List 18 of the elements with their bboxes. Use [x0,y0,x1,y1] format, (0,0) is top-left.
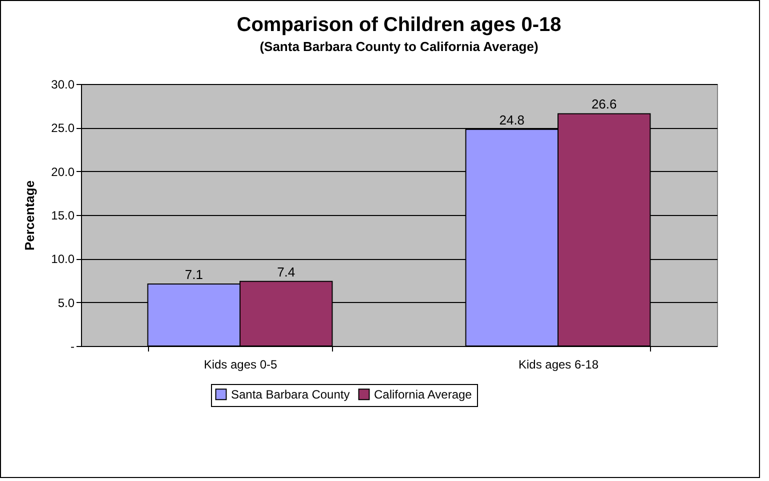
data-label: 24.8 [499,112,525,128]
y-tick-label: 30.0 [51,78,75,92]
chart-subtitle: (Santa Barbara County to California Average) [260,39,538,54]
legend-label: California Average [374,387,472,402]
y-tick-label: 15.0 [51,208,75,222]
data-label: 7.4 [277,264,296,280]
y-tick-label: 20.0 [51,164,75,179]
legend-label: Santa Barbara County [231,387,350,402]
x-tick-label: Kids ages 0-5 [204,358,278,372]
data-label: 26.6 [591,96,617,112]
y-tick-label: 25.0 [51,121,75,136]
chart-title: Comparison of Children ages 0-18 [236,14,562,36]
data-label: 7.1 [184,266,203,282]
y-tick-label: - [70,340,74,354]
x-tick-label: Kids ages 6-18 [518,358,599,372]
y-tick-label: 10.0 [51,252,75,266]
y-axis-title: Percentage [22,180,38,251]
y-tick-label: 5.0 [58,296,75,310]
